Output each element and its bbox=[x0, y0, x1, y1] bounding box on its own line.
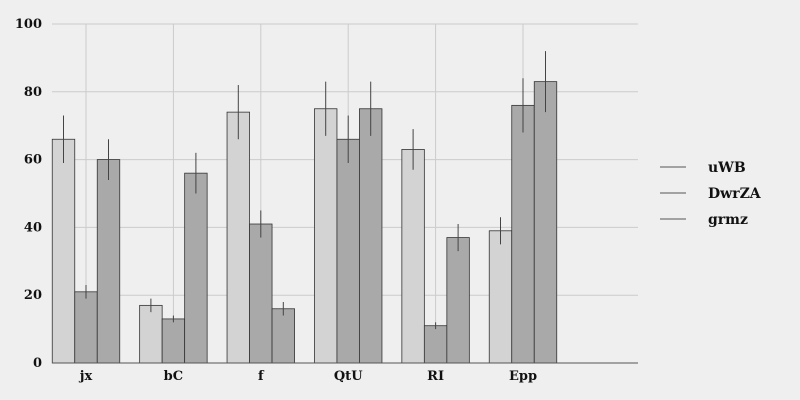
bar bbox=[423, 325, 448, 364]
bar bbox=[74, 291, 98, 364]
bar bbox=[511, 104, 535, 364]
axes: 0 20 40 60 80 100 jx bC f QtU RI Epp bbox=[15, 17, 638, 384]
y-tick-label: 0 bbox=[33, 356, 42, 371]
x-tick-label: jx bbox=[79, 369, 93, 384]
bar bbox=[226, 111, 250, 364]
error-bars bbox=[63, 51, 546, 330]
y-tick-label: 80 bbox=[24, 85, 42, 100]
legend-label: DwrZA bbox=[708, 186, 762, 202]
x-tick-label: RI bbox=[427, 369, 444, 384]
bar bbox=[488, 230, 513, 364]
bar bbox=[249, 223, 273, 364]
bar bbox=[96, 159, 121, 364]
bar bbox=[314, 108, 338, 364]
bar bbox=[139, 304, 163, 364]
y-tick-label: 100 bbox=[15, 17, 42, 32]
bar bbox=[161, 318, 186, 364]
x-tick-label: Epp bbox=[509, 369, 537, 384]
bar bbox=[533, 81, 558, 364]
x-tick-label: QtU bbox=[334, 369, 363, 384]
bar bbox=[184, 172, 208, 364]
bar bbox=[271, 308, 295, 364]
legend: uWB DwrZA grmz bbox=[660, 160, 762, 228]
y-tick-label: 20 bbox=[24, 288, 42, 303]
y-tick-label: 60 bbox=[24, 153, 42, 168]
x-tick-label: bC bbox=[164, 369, 183, 384]
legend-label: grmz bbox=[708, 212, 748, 228]
legend-label: uWB bbox=[708, 160, 746, 176]
x-tick-label: f bbox=[258, 369, 265, 384]
bar bbox=[359, 108, 383, 364]
bar bbox=[336, 138, 360, 364]
y-tick-label: 40 bbox=[24, 220, 42, 235]
bar bbox=[446, 237, 470, 364]
bar bbox=[51, 138, 76, 364]
bar bbox=[401, 149, 425, 364]
bars bbox=[51, 81, 558, 364]
